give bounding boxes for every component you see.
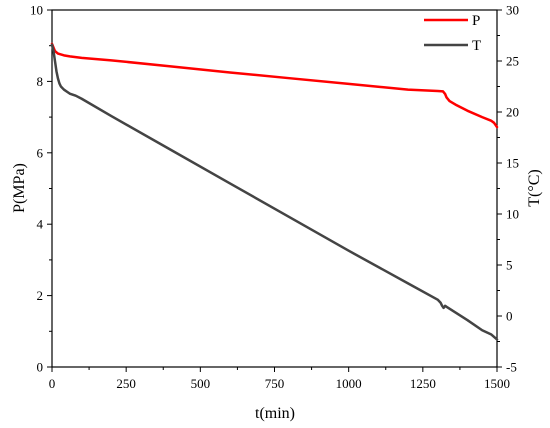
y-right-tick-label: 5 xyxy=(506,258,513,273)
y-left-tick-label: 6 xyxy=(37,145,44,160)
plot-frame xyxy=(51,9,498,368)
y-left-tick-label: 0 xyxy=(37,360,44,375)
y-right-tick-label: 20 xyxy=(506,105,519,120)
x-axis-title: t(min) xyxy=(255,405,295,422)
axis-ticks xyxy=(47,9,502,372)
x-tick-label: 500 xyxy=(191,376,211,391)
y-right-tick-label: 0 xyxy=(506,309,513,324)
series-lines xyxy=(50,42,499,341)
y-left-axis-title: P(MPa) xyxy=(11,163,28,213)
y-left-tick-label: 4 xyxy=(37,217,44,232)
series-line-t xyxy=(50,43,499,341)
x-tick-label: 250 xyxy=(116,376,136,391)
legend-label-p: P xyxy=(472,13,480,29)
axis-tick-labels: 0 250 500 750 1000 1250 1500 0 2 4 6 8 10 -5 0 5 10 15 20 2… xyxy=(30,3,519,392)
y-left-tick-label: 10 xyxy=(30,3,43,18)
plot-area-border xyxy=(51,9,498,368)
y-right-tick-label: 30 xyxy=(506,3,519,18)
legend: P T xyxy=(424,13,481,54)
y-right-axis-title: T(°C) xyxy=(526,169,543,207)
y-right-tick-label: 15 xyxy=(506,156,519,171)
x-tick-label: 1000 xyxy=(336,376,362,391)
x-tick-label: 1250 xyxy=(410,376,436,391)
y-right-tick-label: -5 xyxy=(506,360,517,375)
legend-label-t: T xyxy=(472,38,481,54)
x-tick-label: 0 xyxy=(49,376,56,391)
x-tick-label: 750 xyxy=(265,376,285,391)
y-left-tick-label: 2 xyxy=(37,288,44,303)
y-left-tick-label: 8 xyxy=(37,74,44,89)
x-tick-label: 1500 xyxy=(484,376,510,391)
series-line-p xyxy=(50,42,499,129)
y-right-tick-label: 25 xyxy=(506,54,519,69)
y-right-tick-label: 10 xyxy=(506,207,519,222)
